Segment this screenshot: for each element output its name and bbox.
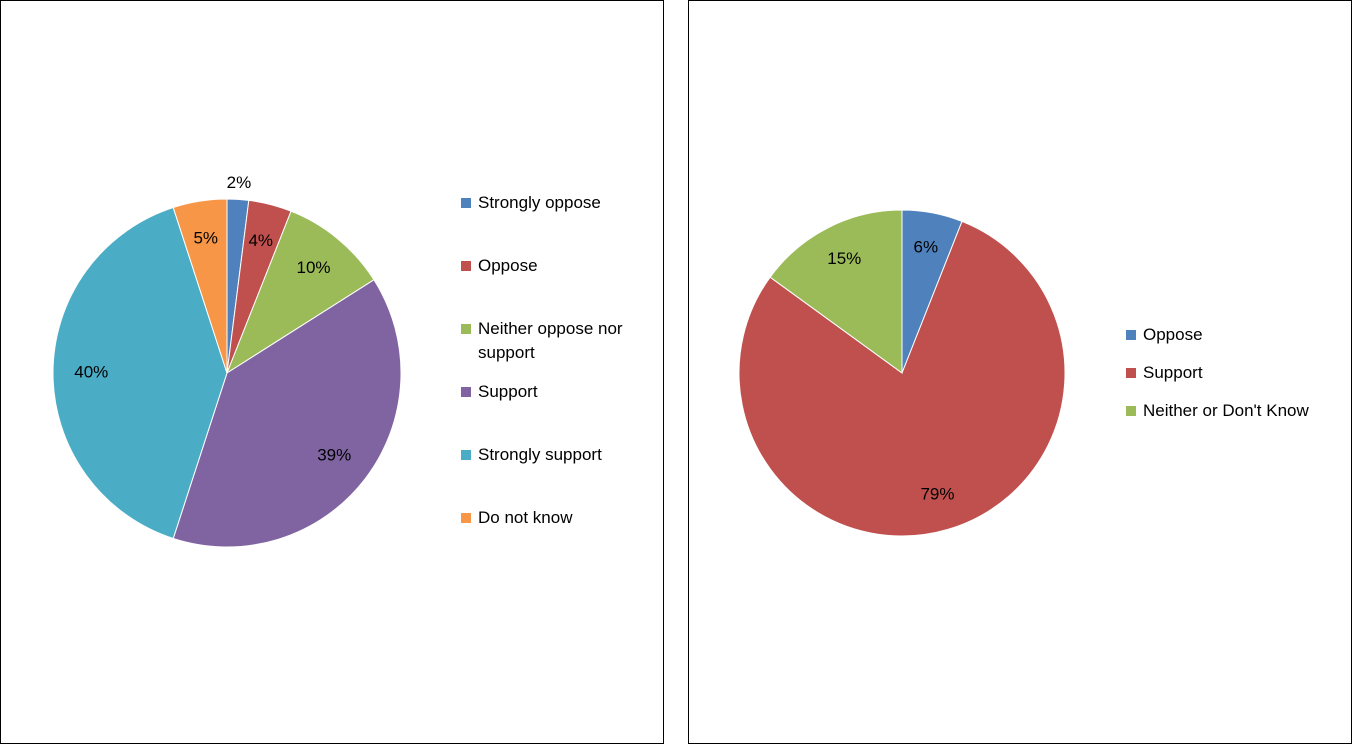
legend-swatch <box>461 324 471 334</box>
legend-label: Strongly oppose <box>478 193 601 212</box>
data-label: 40% <box>74 362 108 381</box>
legend-swatch <box>461 387 471 397</box>
legend-label: Strongly support <box>478 445 602 464</box>
pie-chart: 6% 79% 15% <box>738 209 1066 537</box>
legend-swatch <box>461 450 471 460</box>
data-label: 5% <box>193 228 218 247</box>
legend-entry: Strongly oppose <box>461 191 653 215</box>
legend-label: Oppose <box>1143 325 1203 344</box>
legend-entry: Neither or Don't Know <box>1126 399 1318 423</box>
legend-entry: Support <box>1126 361 1318 385</box>
data-label: 15% <box>827 249 861 268</box>
legend-swatch <box>1126 406 1136 416</box>
pie-slice <box>172 198 228 374</box>
data-label: 4% <box>248 231 273 250</box>
data-label: 6% <box>914 238 939 257</box>
data-label: 79% <box>920 485 954 504</box>
legend-swatch <box>461 513 471 523</box>
pie-slice <box>172 279 402 548</box>
legend-label: Neither or Don't Know <box>1143 401 1309 420</box>
legend-entry: Oppose <box>461 254 653 278</box>
pie-slice <box>225 210 375 375</box>
legend-label: Oppose <box>478 256 538 275</box>
pie-slice <box>52 206 228 540</box>
pie-chart: 2% 4% 10% 39% 40% 5% <box>52 173 402 548</box>
legend-label: Neither oppose nor support <box>478 319 623 362</box>
legend-swatch <box>1126 368 1136 378</box>
legend-label: Support <box>478 382 538 401</box>
legend-entry: Neither oppose nor support <box>461 317 653 365</box>
legend-entry: Strongly support <box>461 443 653 467</box>
legend-entry: Oppose <box>1126 323 1318 347</box>
data-label: 2% <box>227 173 252 192</box>
chart-panel: 2% 4% 10% 39% 40% 5% Strongly oppose Oppose Neit… <box>0 0 664 744</box>
data-label: 10% <box>296 258 330 277</box>
chart-panel: 6% 79% 15% Oppose Support Neither or Don't Kn… <box>688 0 1352 744</box>
legend-swatch <box>461 198 471 208</box>
legend-label: Do not know <box>478 508 573 527</box>
data-label: 39% <box>317 446 351 465</box>
legend-swatch <box>461 261 471 271</box>
legend-entry: Do not know <box>461 506 653 530</box>
legend-label: Support <box>1143 363 1203 382</box>
pie-slice <box>738 220 1066 537</box>
pie-slice <box>769 209 903 374</box>
legend-swatch <box>1126 330 1136 340</box>
legend-entry: Support <box>461 380 653 404</box>
